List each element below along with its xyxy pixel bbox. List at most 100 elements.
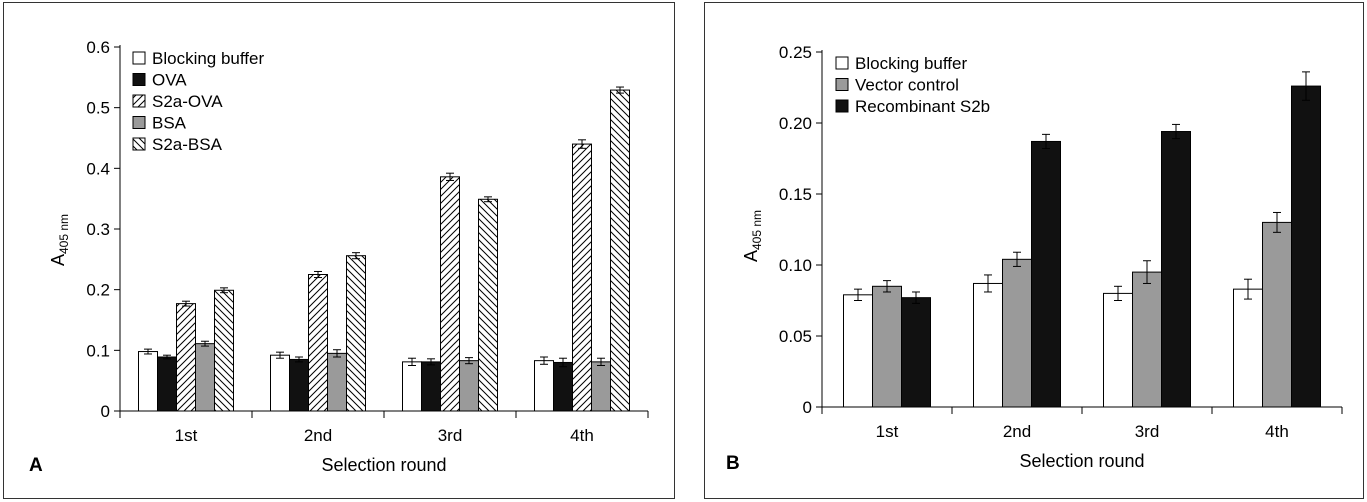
chart-a-y-tick-label: 0.4 [86, 159, 110, 178]
chart-b-error-bar [1273, 211, 1281, 233]
chart-a-error-bar [352, 252, 360, 260]
chart-a-x-tick-label: 1st [175, 426, 198, 445]
chart-a-bar [195, 343, 215, 412]
chart-b-error-bar [1013, 251, 1021, 267]
chart-a-legend-label: Blocking buffer [152, 49, 264, 68]
chart-a-y-tick-label: 0.2 [86, 281, 110, 300]
chart-a-legend-label: S2a-BSA [152, 135, 223, 154]
chart-b-x-tick-label: 4th [1265, 422, 1289, 441]
chart-b-error-bar [912, 291, 920, 304]
chart-b-error-bar [1302, 71, 1310, 101]
chart-b-error-bar [1042, 133, 1050, 150]
chart-a-legend-label: OVA [152, 71, 187, 90]
chart-a-error-bar [484, 196, 492, 203]
chart-a-bar [591, 361, 611, 412]
chart-b-x-tick-label: 1st [876, 422, 899, 441]
chart-b-bar [1103, 292, 1133, 408]
chart-b-x-axis-title: Selection round [1019, 451, 1144, 471]
chart-a-error-bar [465, 357, 473, 365]
chart-a-bar [138, 351, 158, 412]
chart-a-error-bar [276, 351, 284, 359]
chart-b-y-tick-label: 0.20 [779, 114, 812, 133]
chart-a-bar [327, 352, 347, 412]
chart-a-x-tick-label: 4th [570, 426, 594, 445]
chart-a-svg: 0 0.1 0.2 0.3 0.4 0.5 0.6 1st 2nd 3rd 4th Blocking … [29, 38, 649, 476]
chart-b-y-tick-label: 0 [803, 398, 812, 417]
chart-a-error-bar [446, 172, 454, 181]
chart-a-error-bar [427, 358, 435, 366]
chart-a-bar [459, 360, 479, 412]
chart-b-error-bar [1143, 260, 1151, 284]
chart-a-bar [157, 356, 177, 412]
chart-a-error-bar [408, 357, 416, 366]
chart-a-bar [572, 143, 592, 412]
chart-b-x-tick-label: 3rd [1135, 422, 1160, 441]
chart-a-bar [610, 89, 630, 412]
chart-a-legend-swatch [132, 137, 146, 151]
chart-b-bar [973, 282, 1003, 408]
chart-a-error-bar [333, 349, 341, 358]
chart-a-error-bar [559, 357, 567, 368]
chart-b-bar [1233, 288, 1263, 408]
chart-a-bar [176, 303, 196, 412]
chart-a-error-bar [201, 340, 209, 347]
chart-b-bar [843, 294, 873, 408]
chart-b-bar [1002, 258, 1032, 408]
chart-a-bar [308, 274, 328, 412]
chart-a-bar [270, 354, 290, 412]
chart-b-bar [1262, 221, 1292, 408]
chart-a-panel-letter: A [29, 455, 43, 476]
chart-a-error-bar [220, 287, 228, 294]
chart-b-panel-letter: B [726, 453, 740, 474]
chart-b-error-bar [1172, 123, 1180, 140]
chart-b-y-tick-label: 0.25 [779, 43, 812, 62]
chart-b-bar [901, 297, 931, 408]
chart-a-error-bar [314, 270, 322, 279]
chart-a-y-tick-label: 0.6 [86, 38, 110, 57]
chart-a-y-tick-label: 0.1 [86, 341, 110, 360]
chart-b-bar [1031, 140, 1061, 408]
chart-a-error-bar [578, 139, 586, 149]
chart-a-x-tick-label: 2nd [304, 426, 332, 445]
chart-b-y-tick-label: 0.15 [779, 185, 812, 204]
chart-b-bar [1132, 271, 1162, 408]
chart-b-legend-swatch [835, 99, 849, 113]
chart-a-error-bar [295, 356, 303, 363]
chart-a-legend-swatch [132, 94, 146, 108]
chart-a-bar [402, 361, 422, 412]
chart-a-bar [553, 361, 573, 412]
chart-a-error-bar [540, 356, 548, 365]
chart-a-bar [214, 289, 234, 412]
chart-b-legend-swatch [835, 78, 849, 91]
chart-a-x-axis-title: Selection round [321, 455, 446, 475]
chart-b-bar [1161, 131, 1191, 408]
chart-b-svg: 0 0.05 0.10 0.15 0.20 0.25 1st 2nd 3rd 4th Blockin… [726, 43, 1343, 474]
chart-b-y-axis-title: A405 nm [741, 210, 764, 262]
chart-a-error-bar [144, 348, 152, 355]
chart-a-bar [289, 358, 309, 412]
chart-b-error-bar [984, 274, 992, 293]
chart-b-legend-label: Vector control [855, 76, 959, 95]
chart-panel-b: 0 0.05 0.10 0.15 0.20 0.25 1st 2nd 3rd 4th Blockin… [704, 2, 1364, 499]
chart-a-legend-swatch [132, 116, 146, 129]
chart-a-error-bar [616, 86, 624, 94]
chart-a-bar [478, 198, 498, 412]
chart-a-bar [421, 361, 441, 412]
chart-b-bar [872, 285, 902, 408]
chart-a-error-bar [182, 300, 190, 307]
chart-panel-a: 0 0.1 0.2 0.3 0.4 0.5 0.6 1st 2nd 3rd 4th Blocking … [3, 2, 675, 499]
chart-a-bar [534, 360, 554, 412]
chart-b-bar [1291, 85, 1321, 408]
chart-b-legend-label: Recombinant S2b [855, 97, 990, 116]
chart-b-legend-label: Blocking buffer [855, 54, 967, 73]
chart-a-legend-label: BSA [152, 114, 187, 133]
chart-a-legend-label: S2a-OVA [152, 92, 223, 111]
chart-a-legend-swatch [132, 51, 146, 65]
chart-b-error-bar [883, 280, 891, 293]
chart-b-error-bar [854, 288, 862, 301]
chart-b-error-bar [1244, 278, 1252, 300]
chart-b-legend-swatch [835, 56, 849, 70]
chart-a-bar [346, 255, 366, 412]
chart-b-x-tick-label: 2nd [1003, 422, 1031, 441]
chart-a-x-tick-label: 3rd [438, 426, 463, 445]
